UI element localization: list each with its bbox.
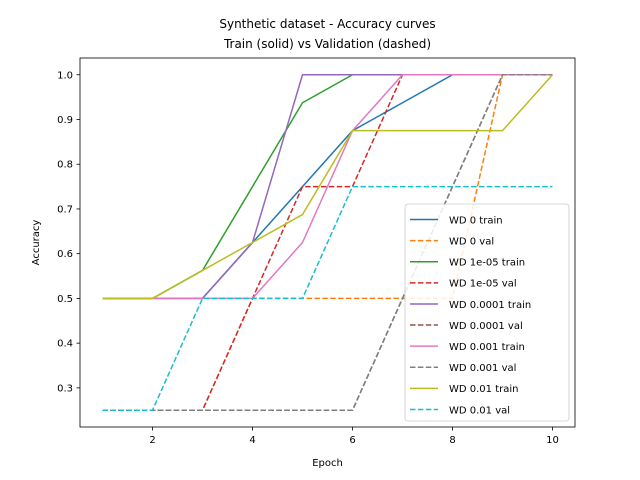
series-line-8 [102, 74, 554, 300]
legend-label: WD 0.0001 val [449, 321, 523, 332]
legend-label: WD 0 val [449, 236, 494, 247]
legend-label: WD 0.001 train [449, 342, 525, 353]
y-axis: 0.3 0.4 0.5 0.6 0.7 0.8 0.9 1.0 [57, 70, 80, 394]
y-tick-label: 0.9 [57, 115, 73, 126]
legend: WD 0 train WD 0 val WD 1e-05 train WD 1e-05… [404, 203, 570, 422]
x-axis-label: Epoch [312, 458, 343, 469]
y-axis-label: Accuracy [31, 220, 42, 266]
y-tick-label: 0.4 [57, 339, 73, 350]
legend-label: WD 0 train [449, 215, 503, 226]
legend-label: WD 0.01 val [449, 405, 510, 416]
series-line-6 [102, 74, 553, 300]
x-tick-label: 10 [546, 435, 559, 446]
legend-label: WD 0.0001 train [449, 300, 531, 311]
x-axis: 2 4 6 8 10 [149, 427, 559, 446]
legend-label: WD 1e-05 train [449, 258, 525, 269]
y-tick-label: 0.8 [57, 160, 73, 171]
y-tick-label: 0.6 [57, 249, 73, 260]
y-tick-label: 0.7 [57, 204, 73, 215]
y-tick-label: 1.0 [57, 70, 73, 81]
y-tick-label: 0.3 [57, 383, 73, 394]
chart-title: Synthetic dataset - Accuracy curves [219, 17, 435, 31]
x-tick-label: 4 [249, 435, 255, 446]
plot-lines [102, 74, 554, 411]
y-tick-label: 0.5 [57, 294, 73, 305]
legend-label: WD 0.01 train [449, 384, 519, 395]
x-tick-label: 2 [149, 435, 155, 446]
legend-label: WD 0.001 val [449, 363, 516, 374]
x-tick-label: 8 [449, 435, 455, 446]
x-tick-label: 6 [349, 435, 355, 446]
legend-frame [404, 203, 570, 422]
legend-label: WD 1e-05 val [449, 279, 517, 290]
plot-frame [79, 57, 576, 428]
series-line-9 [102, 185, 553, 411]
chart-subtitle: Train (solid) vs Validation (dashed) [223, 37, 431, 51]
